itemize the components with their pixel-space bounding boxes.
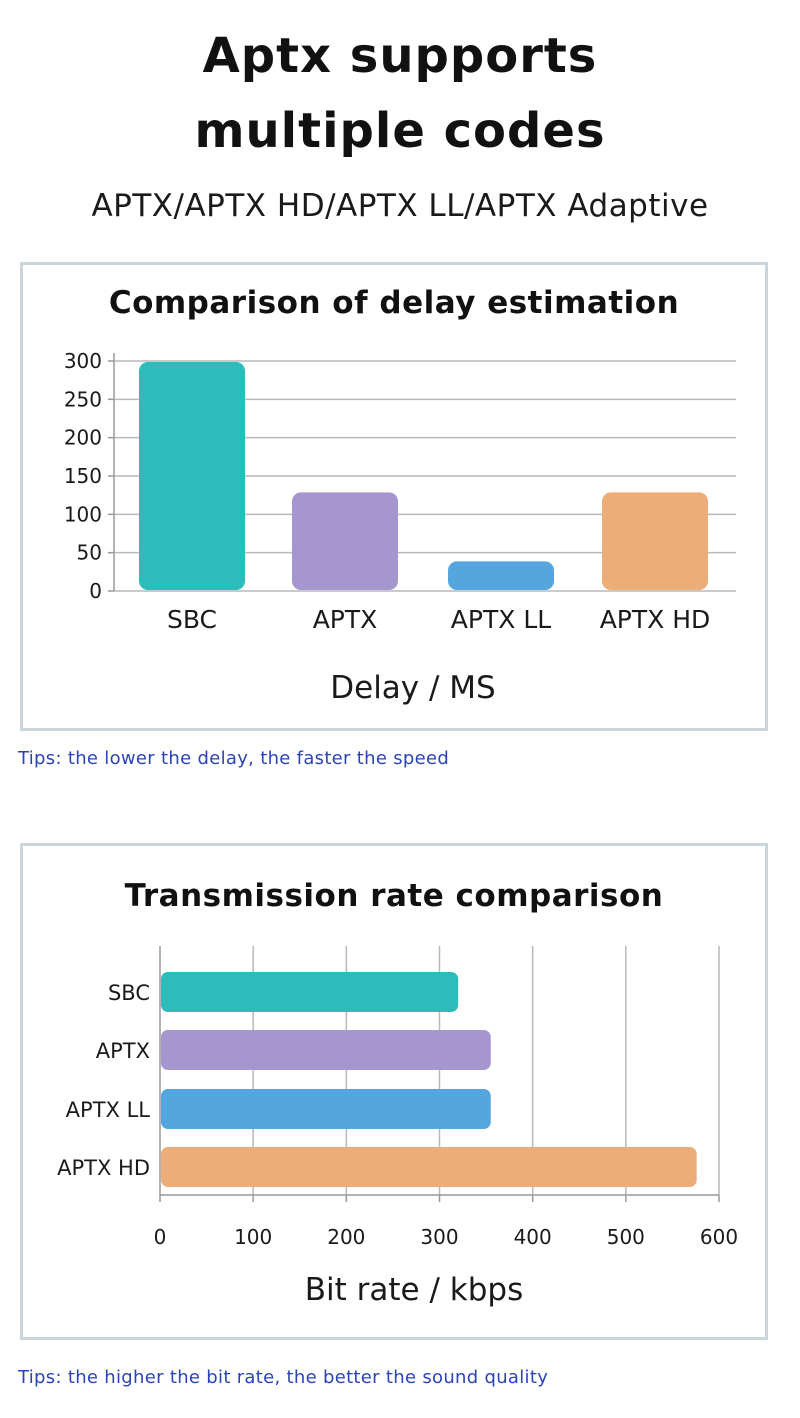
bitrate-tip: Tips: the higher the bit rate, the bette… — [18, 1367, 549, 1388]
bar-aptx-hd — [602, 492, 708, 590]
bar-aptx — [161, 1030, 491, 1070]
bar-aptx-ll — [161, 1089, 491, 1129]
y-tick-label: 300 — [64, 349, 102, 373]
y-category-label: APTX — [96, 1039, 150, 1063]
x-tick-label: 300 — [420, 1225, 458, 1249]
bar-aptx-ll — [448, 561, 554, 590]
y-tick-label: 200 — [64, 426, 102, 450]
x-tick-label: 500 — [607, 1225, 645, 1249]
x-tick-label: 100 — [234, 1225, 272, 1249]
x-category-label: APTX — [313, 605, 378, 634]
x-category-label: APTX LL — [451, 605, 551, 634]
x-category-label: APTX HD — [600, 605, 711, 634]
x-tick-label: 0 — [154, 1225, 167, 1249]
page-title-line-2: multiple codes — [194, 103, 606, 159]
y-tick-label: 0 — [89, 579, 102, 603]
y-tick-label: 100 — [64, 502, 102, 526]
bar-sbc — [161, 972, 459, 1012]
x-category-label: SBC — [167, 605, 217, 634]
y-tick-label: 50 — [77, 541, 102, 565]
delay-chart-title: Comparison of delay estimation — [108, 285, 680, 321]
y-category-label: SBC — [108, 981, 150, 1005]
bar-aptx — [292, 492, 398, 590]
x-tick-label: 600 — [700, 1225, 738, 1249]
x-tick-label: 200 — [327, 1225, 365, 1249]
y-tick-label: 150 — [64, 464, 102, 488]
y-category-label: APTX LL — [66, 1098, 151, 1122]
y-category-label: APTX HD — [57, 1156, 150, 1180]
bar-aptx-hd — [161, 1147, 697, 1187]
bitrate-chart-title: Transmission rate comparison — [124, 878, 664, 914]
delay-chart: 0 50 100 150 200 250 300 SBC APTX APTX LL APTX HD D… — [64, 349, 736, 706]
delay-tip: Tips: the lower the delay, the faster th… — [18, 748, 450, 769]
x-tick-label: 400 — [514, 1225, 552, 1249]
bar-sbc — [139, 362, 245, 590]
page-title-line-1: Aptx supports — [202, 28, 598, 84]
page-subtitle: APTX/APTX HD/APTX LL/APTX Adaptive — [91, 188, 709, 224]
x-axis-label: Bit rate / kbps — [305, 1272, 523, 1308]
y-tick-label: 250 — [64, 387, 102, 411]
x-axis-label: Delay / MS — [330, 670, 495, 706]
